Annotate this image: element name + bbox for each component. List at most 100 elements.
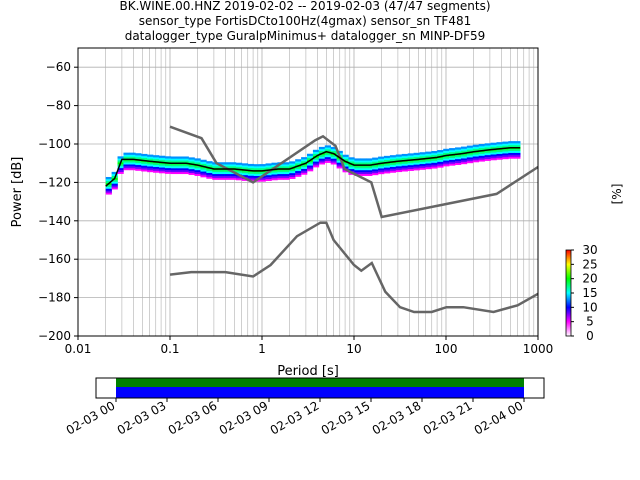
pdf-cell	[383, 159, 391, 162]
pdf-cell	[307, 163, 314, 166]
pdf-cell	[230, 175, 237, 178]
pdf-cell	[277, 169, 284, 173]
pdf-cell	[153, 155, 160, 158]
pdf-cell	[419, 165, 426, 168]
pdf-cell	[466, 157, 474, 160]
pdf-cell	[472, 156, 480, 159]
pdf-cell	[123, 164, 130, 167]
pdf-cell	[348, 166, 355, 170]
pdf-cell	[366, 173, 373, 176]
pdf-cell	[164, 165, 172, 169]
pdf-cell	[289, 172, 296, 176]
pdf-cell	[330, 158, 337, 161]
pdf-cell	[395, 165, 403, 169]
pdf-cell	[283, 166, 290, 169]
pdf-cell	[366, 162, 373, 165]
pdf-cell	[395, 169, 403, 173]
pdf-cell	[395, 156, 403, 159]
pdf-cell	[413, 156, 420, 159]
pdf-cell	[490, 144, 497, 147]
pdf-cell	[117, 169, 124, 172]
pdf-cell	[460, 161, 468, 165]
pdf-cell	[194, 166, 201, 169]
pdf-cell	[330, 146, 337, 150]
pdf-cell	[158, 169, 166, 172]
pdf-cell	[117, 156, 124, 159]
noise-model-nlnm	[169, 221, 539, 314]
y-tick-label: −200	[38, 329, 71, 343]
pdf-cell	[378, 160, 385, 163]
pdf-cell	[348, 157, 355, 160]
pdf-cell	[443, 148, 450, 152]
pdf-cell	[259, 177, 266, 180]
pdf-cell	[378, 158, 385, 161]
pdf-cell	[383, 171, 391, 174]
pdf-cell	[330, 162, 337, 165]
pdf-cell	[283, 162, 290, 165]
pdf-cell	[123, 168, 130, 171]
pdf-cell	[200, 161, 207, 164]
colorbar-tick-label: 10	[582, 300, 597, 314]
pdf-cell	[176, 156, 183, 159]
pdf-cell	[241, 174, 249, 178]
pdf-cell	[301, 159, 308, 162]
pdf-cell	[443, 160, 450, 163]
pdf-cell	[318, 146, 326, 150]
pdf-cell	[230, 173, 237, 176]
pdf-cell	[295, 174, 302, 177]
pdf-cell	[253, 168, 260, 171]
pdf-cell	[194, 171, 201, 175]
pdf-cell	[158, 159, 166, 162]
pdf-cell	[312, 165, 320, 168]
pdf-cell	[401, 153, 408, 157]
pdf-cell	[301, 170, 308, 173]
timeline-tick-label: 02-03 00	[64, 398, 118, 437]
pdf-cell	[508, 144, 515, 148]
pdf-cell	[354, 169, 361, 173]
pdf-cell	[484, 150, 491, 154]
pdf-cell	[389, 158, 397, 162]
pdf-cell	[437, 159, 444, 162]
pdf-cell	[200, 159, 207, 162]
pdf-cell	[153, 168, 160, 171]
x-tick-label: 0.01	[65, 342, 92, 356]
pdf-cell	[484, 154, 491, 158]
pdf-cell	[295, 168, 302, 172]
pdf-cell	[318, 162, 326, 165]
pdf-cell	[111, 185, 118, 188]
pdf-cell	[194, 173, 201, 176]
pdf-cell	[318, 148, 326, 152]
x-tick-label: 1	[258, 342, 266, 356]
pdf-cell	[460, 146, 468, 149]
colorbar-tick-label: 25	[582, 257, 597, 271]
pdf-cell	[484, 143, 491, 146]
pdf-cell	[496, 151, 503, 154]
pdf-cell	[230, 177, 237, 180]
pdf-cell	[194, 167, 201, 171]
pdf-cell	[224, 164, 231, 167]
pdf-cell	[271, 172, 278, 175]
pdf-cell	[449, 151, 456, 155]
pdf-cell	[360, 173, 367, 176]
pdf-cell	[484, 152, 491, 156]
pdf-cell	[372, 161, 379, 164]
pdf-cell	[158, 167, 166, 170]
pdf-cell	[253, 173, 260, 176]
pdf-cell	[277, 175, 284, 178]
pdf-cell	[372, 172, 379, 176]
pdf-cell	[490, 154, 497, 157]
colorbar-label: [%]	[610, 184, 624, 205]
pdf-cell	[318, 154, 326, 157]
pdf-cell	[194, 158, 201, 161]
x-tick-label: 100	[435, 342, 458, 356]
pdf-cell	[413, 154, 420, 157]
colorbar-tick-label: 15	[582, 286, 597, 300]
pdf-cell	[407, 162, 414, 166]
pdf-cell	[312, 151, 320, 154]
pdf-cell	[413, 166, 420, 169]
pdf-cell	[466, 153, 474, 156]
pdf-cell	[289, 163, 296, 166]
pdf-cell	[111, 183, 118, 186]
pdf-cell	[437, 153, 444, 157]
